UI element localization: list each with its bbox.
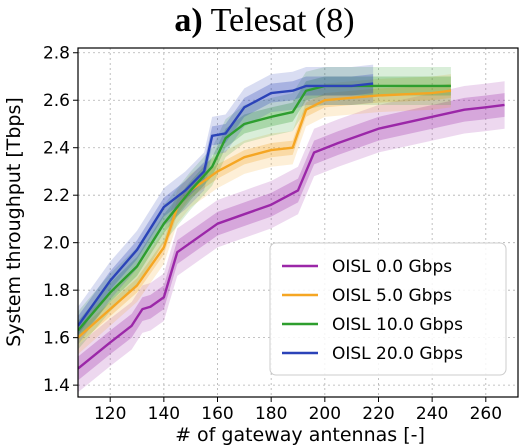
y-axis-label: System throughput [Tbps] [3, 97, 25, 347]
x-tick-label: 220 [362, 404, 394, 424]
x-tick-label: 140 [148, 404, 180, 424]
chart-title-tag: a) [174, 2, 203, 39]
y-tick-label: 1.8 [43, 281, 70, 301]
series-0-line [78, 103, 505, 370]
x-tick-label: 200 [309, 404, 341, 424]
legend-box [269, 242, 507, 376]
series-3-inner-band [78, 74, 374, 336]
x-tick-label: 120 [94, 404, 126, 424]
y-tick-label: 2.8 [43, 44, 70, 64]
series-3-outer-band [78, 64, 374, 345]
legend-label: OISL 20.0 Gbps [332, 344, 463, 364]
plot-area: 120 140 160 180 200 220 240 260 1.4 1.6 1.8 2.0 2.2 2… [43, 44, 519, 424]
legend-label: OISL 5.0 Gbps [332, 286, 452, 306]
series-3-line [78, 82, 374, 327]
plot-frame [77, 47, 519, 398]
legend-label: OISL 10.0 Gbps [332, 315, 463, 335]
y-tick-label: 2.0 [43, 234, 70, 254]
legend-label: OISL 0.0 Gbps [332, 257, 452, 277]
series-0-inner-band [78, 93, 505, 381]
x-tick-label: 180 [255, 404, 287, 424]
series-0-outer-band [78, 81, 505, 393]
y-tick-label: 2.2 [43, 186, 70, 206]
chart-title: a) Telesat (8) [0, 2, 529, 40]
legend: OISL 0.0 Gbps OISL 5.0 Gbps OISL 10.0 Gbps… [269, 242, 507, 376]
y-tick-label: 2.4 [43, 139, 70, 159]
series-group [78, 64, 505, 393]
y-tick-label: 1.6 [43, 329, 70, 349]
series-1-outer-band [78, 74, 451, 355]
y-tick-label: 1.4 [43, 376, 70, 396]
chart-title-text: Telesat (8) [210, 2, 355, 39]
x-tick-label: 160 [201, 404, 233, 424]
x-tick-label: 240 [416, 404, 448, 424]
series-1-line [78, 89, 452, 339]
x-tick-label: 260 [470, 404, 502, 424]
y-tick-label: 2.6 [43, 91, 70, 111]
x-axis-label: # of gateway antennas [-] [175, 424, 425, 446]
series-2-outer-band [78, 66, 451, 350]
